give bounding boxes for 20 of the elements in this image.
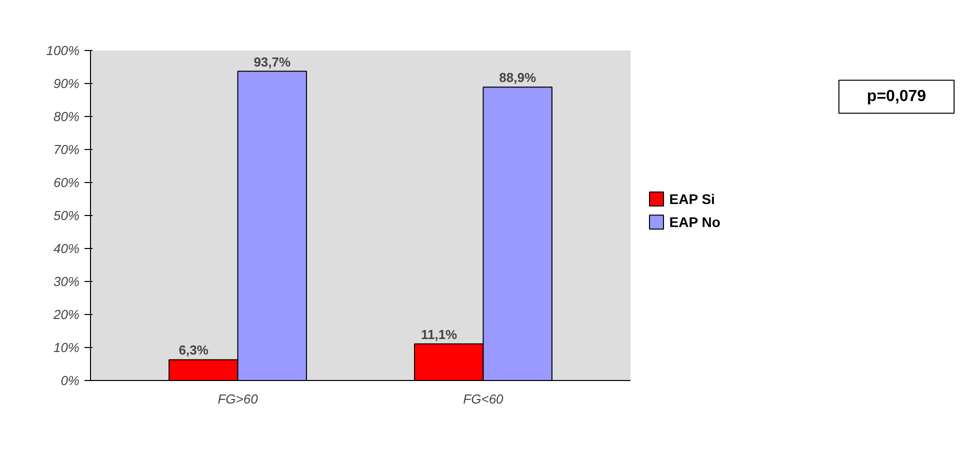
data-label: 11,1%	[420, 326, 458, 342]
data-label: 6,3%	[178, 342, 209, 358]
data-label: 88,9%	[499, 70, 536, 86]
y-tick-label: 30%	[53, 274, 80, 289]
y-tick-label: 20%	[52, 307, 80, 322]
y-tick-label: 100%	[46, 43, 80, 58]
data-label: 93,7%	[254, 54, 292, 70]
y-tick-label: 0%	[60, 373, 80, 388]
y-tick-label: 50%	[53, 208, 80, 223]
y-tick-label: 70%	[53, 142, 80, 157]
y-tick-label: 80%	[53, 109, 80, 124]
y-tick-label: 60%	[53, 175, 80, 190]
y-tick-label: 40%	[53, 241, 80, 256]
text: p=0,079	[866, 88, 926, 106]
y-tick-label: 10%	[53, 340, 80, 355]
x-tick-label: FG>60	[218, 392, 259, 406]
legend-label: EAP Si	[669, 191, 715, 207]
x-tick-label: FG<60	[463, 392, 504, 406]
y-tick-label: 90%	[53, 76, 80, 91]
legend-label: EAP No	[669, 214, 720, 230]
